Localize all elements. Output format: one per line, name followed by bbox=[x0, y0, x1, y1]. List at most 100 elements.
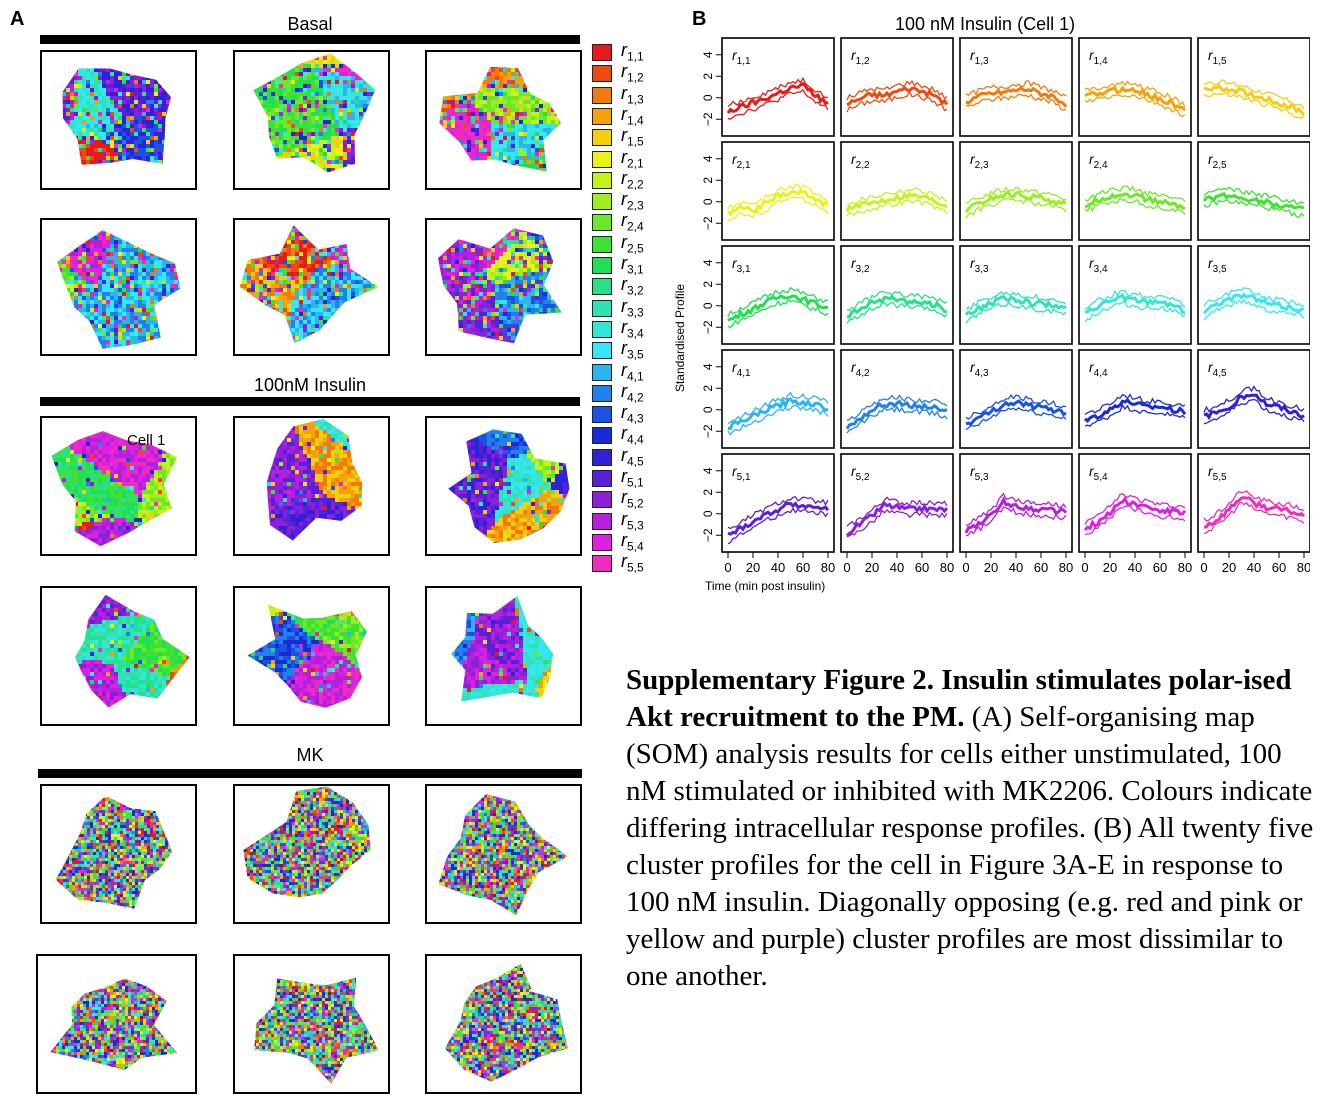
legend-label: r1,2 bbox=[621, 61, 644, 85]
series-label: r2,5 bbox=[1208, 151, 1227, 171]
section-title-basal: Basal bbox=[40, 14, 580, 35]
cell-som-map bbox=[51, 431, 178, 547]
legend-item: r5,2 bbox=[592, 487, 662, 511]
legend-label: r5,5 bbox=[621, 551, 644, 575]
series-line bbox=[1202, 191, 1305, 210]
series-line bbox=[846, 394, 948, 422]
subplot-frame bbox=[1197, 37, 1310, 137]
series-line bbox=[965, 492, 1067, 526]
x-tick-label: 60 bbox=[915, 560, 929, 575]
legend-swatch bbox=[592, 363, 612, 381]
series-line bbox=[727, 496, 829, 530]
series-label: r3,1 bbox=[732, 255, 751, 275]
series-line bbox=[1084, 397, 1187, 424]
series-line bbox=[727, 184, 829, 210]
legend-item: r5,3 bbox=[592, 509, 662, 532]
cell-som-map bbox=[62, 68, 172, 165]
legend-swatch bbox=[592, 65, 612, 83]
series-line bbox=[1203, 501, 1305, 534]
y-tick-label: 0 bbox=[701, 302, 715, 309]
series-line bbox=[964, 295, 1067, 316]
series-label: r5,4 bbox=[1089, 463, 1108, 483]
panel-a-letter: A bbox=[10, 8, 24, 31]
series-line bbox=[846, 508, 948, 538]
y-tick-label: 2 bbox=[701, 177, 715, 184]
legend-swatch bbox=[592, 107, 612, 125]
series-line bbox=[1084, 289, 1186, 310]
series-line bbox=[846, 496, 948, 527]
legend-item: r4,5 bbox=[592, 445, 662, 468]
x-tick-label: 80 bbox=[1059, 560, 1073, 575]
legend-swatch bbox=[592, 129, 612, 147]
subplot-frame bbox=[721, 141, 835, 241]
subplot-frame bbox=[959, 245, 1073, 345]
series-label: r3,2 bbox=[851, 255, 870, 275]
legend-item: r2,5 bbox=[592, 232, 662, 255]
x-tick-label: 40 bbox=[1128, 560, 1142, 575]
legend-swatch bbox=[592, 448, 612, 466]
legend-swatch bbox=[592, 342, 612, 360]
cell-image bbox=[40, 784, 197, 924]
series-line bbox=[1202, 292, 1305, 315]
legend-item: r2,2 bbox=[592, 168, 662, 191]
subplot-frame bbox=[721, 245, 835, 345]
legend-label: r2,2 bbox=[621, 168, 644, 192]
cell-image bbox=[40, 416, 197, 556]
y-tick-label: 2 bbox=[701, 281, 715, 288]
x-tick-label: 80 bbox=[1178, 560, 1192, 575]
legend-item: r3,5 bbox=[592, 338, 662, 362]
cell-image bbox=[233, 784, 390, 924]
x-tick-label: 0 bbox=[724, 560, 731, 575]
series-line bbox=[965, 291, 1067, 311]
series-label: r2,2 bbox=[851, 151, 870, 171]
series-line bbox=[1203, 393, 1305, 421]
subplot-frame bbox=[1197, 245, 1310, 345]
cell-image bbox=[425, 586, 582, 726]
series-line bbox=[846, 187, 948, 207]
series-label: r4,1 bbox=[732, 359, 751, 379]
series-line bbox=[1203, 298, 1305, 321]
series-line bbox=[726, 81, 829, 114]
legend-item: r4,3 bbox=[592, 402, 662, 426]
series-label: r5,1 bbox=[732, 463, 751, 483]
y-tick-label: 0 bbox=[701, 510, 715, 517]
series-line bbox=[1203, 83, 1306, 116]
legend-label: r2,1 bbox=[621, 147, 644, 171]
series-line bbox=[846, 294, 948, 319]
x-tick-label: 40 bbox=[1009, 560, 1023, 575]
series-line bbox=[965, 301, 1067, 324]
y-tick-label: −2 bbox=[701, 528, 715, 542]
legend-label: r4,1 bbox=[621, 360, 644, 384]
series-label: r1,1 bbox=[732, 47, 751, 67]
series-line bbox=[1083, 495, 1187, 532]
legend-swatch bbox=[592, 44, 612, 61]
series-label: r3,3 bbox=[970, 255, 989, 275]
legend-item: r2,4 bbox=[592, 210, 662, 234]
series-label: r1,3 bbox=[970, 47, 989, 67]
series-line bbox=[1084, 192, 1186, 211]
legend-swatch bbox=[592, 150, 612, 168]
x-tick-label: 80 bbox=[940, 560, 954, 575]
legend-item: r1,4 bbox=[592, 104, 662, 127]
legend-item: r1,5 bbox=[592, 125, 662, 149]
legend-label: r2,4 bbox=[621, 210, 644, 234]
series-line bbox=[846, 90, 948, 113]
x-tick-label: 0 bbox=[1081, 560, 1088, 575]
legend-item: r4,2 bbox=[592, 381, 662, 404]
y-tick-label: 4 bbox=[701, 467, 715, 474]
series-line bbox=[1084, 505, 1186, 536]
legend-swatch bbox=[592, 512, 612, 530]
subplot-frame bbox=[959, 37, 1073, 137]
x-tick-label: 0 bbox=[962, 560, 969, 575]
series-label: r2,3 bbox=[970, 151, 989, 171]
legend-label: r2,3 bbox=[621, 189, 644, 213]
legend-label: r4,4 bbox=[621, 423, 644, 447]
x-tick-label: 60 bbox=[1153, 560, 1167, 575]
series-line bbox=[965, 197, 1067, 219]
legend-item: r1,3 bbox=[592, 83, 662, 106]
cell-image bbox=[425, 954, 582, 1094]
cell-som-map bbox=[243, 786, 371, 898]
series-line bbox=[1203, 489, 1305, 522]
subplot-frame bbox=[1197, 141, 1310, 241]
